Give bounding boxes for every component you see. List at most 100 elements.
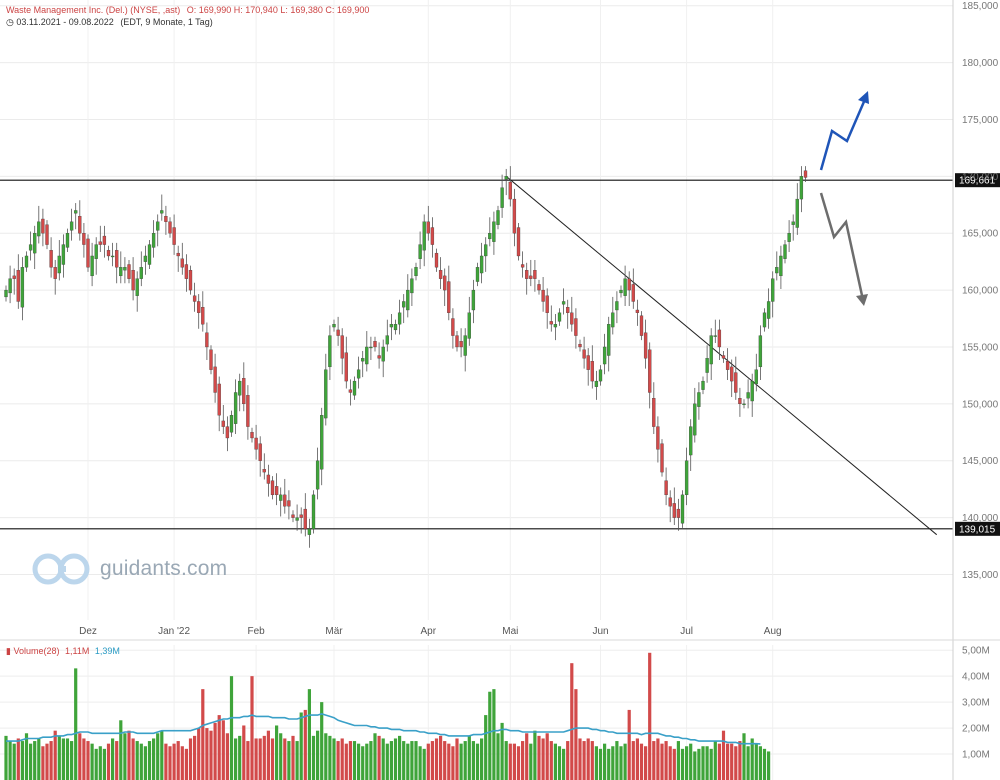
- candle-body: [139, 267, 143, 279]
- volume-bar: [475, 743, 480, 780]
- volume-bar: [94, 748, 98, 780]
- volume-bar: [418, 746, 422, 780]
- volume-bar: [713, 741, 717, 780]
- volume-bar: [447, 743, 451, 780]
- volume-bar: [754, 743, 758, 780]
- candle-body: [299, 514, 303, 518]
- volume-bar: [262, 735, 266, 780]
- volume-bar: [537, 735, 541, 780]
- volume-bar: [111, 738, 115, 780]
- candle-body: [238, 380, 242, 396]
- volume-bar: [377, 735, 381, 780]
- candle-body: [356, 369, 361, 379]
- candle-body: [381, 346, 385, 362]
- candle-body: [373, 341, 377, 348]
- candle-body: [750, 380, 754, 402]
- candle-body: [471, 289, 476, 311]
- candle-body: [115, 250, 119, 268]
- y-tick-label: 170,000: [962, 172, 999, 183]
- y-tick-label: 185,000: [962, 1, 999, 12]
- candle-body: [389, 324, 394, 328]
- volume-bar: [566, 741, 570, 780]
- volume-bar: [291, 735, 295, 780]
- candle-body: [561, 301, 566, 305]
- candle-body: [225, 426, 230, 439]
- x-tick-label: Aug: [764, 626, 782, 637]
- volume-bar: [652, 741, 656, 780]
- level-label: 139,015: [959, 524, 996, 535]
- volume-bars: [4, 652, 771, 780]
- volume-tick-label: 5,00M: [962, 646, 990, 657]
- volume-bar: [533, 730, 537, 780]
- candle-body: [582, 349, 586, 359]
- candle-body: [615, 301, 619, 311]
- candle-body: [328, 335, 332, 368]
- candle-body: [233, 392, 238, 424]
- candle-body: [250, 432, 254, 439]
- candle-body: [406, 289, 410, 311]
- volume-bar: [324, 733, 328, 780]
- bullish-arrow-path: [819, 96, 868, 171]
- guidants-logo-icon: [32, 553, 90, 585]
- candle-body: [545, 295, 549, 313]
- volume-bar: [664, 741, 668, 780]
- volume-bar: [385, 743, 389, 780]
- x-tick-label: Jul: [680, 626, 693, 637]
- volume-bar: [689, 743, 693, 780]
- volume-bar: [184, 748, 188, 780]
- candle-body: [160, 210, 164, 214]
- candle-body: [242, 378, 246, 405]
- volume-bar: [516, 746, 521, 780]
- candle-body: [656, 426, 660, 450]
- volume-bar: [721, 730, 726, 780]
- volume-bar: [697, 748, 701, 780]
- volume-bar: [627, 709, 631, 780]
- volume-bar: [156, 733, 160, 780]
- candle-body: [4, 289, 8, 298]
- candle-body: [352, 380, 357, 396]
- volume-bar: [193, 735, 197, 780]
- candle-body: [484, 244, 488, 257]
- level-label-box: [955, 521, 1000, 536]
- candle-body: [340, 335, 344, 359]
- volume-bar: [672, 748, 676, 780]
- candle-body: [37, 221, 41, 237]
- volume-bar: [709, 748, 713, 780]
- horizontal-levels: 169,661 139,015: [0, 173, 1000, 536]
- volume-bar: [299, 712, 303, 780]
- volume-bar: [287, 741, 291, 780]
- candle-body: [385, 335, 389, 345]
- candle-body: [315, 460, 320, 490]
- volume-bar: [70, 741, 74, 780]
- candle-body: [570, 312, 574, 325]
- candle-body: [266, 474, 271, 484]
- logo-text: guidants.com: [100, 557, 228, 580]
- volume-bar: [20, 741, 24, 780]
- volume-bar: [340, 738, 344, 780]
- descending-trendline: [505, 175, 938, 536]
- volume-bar: [578, 738, 582, 780]
- candle-body: [94, 244, 98, 259]
- volume-average-polyline: [6, 712, 761, 745]
- candle-body: [635, 309, 640, 313]
- candle-body: [779, 255, 783, 277]
- candle-body: [721, 355, 726, 359]
- candle-body: [426, 221, 430, 234]
- volume-bar: [61, 738, 65, 780]
- volume-bar: [717, 743, 721, 780]
- volume-bar: [328, 735, 332, 780]
- candle-body: [713, 335, 717, 337]
- volume-bar: [320, 702, 324, 780]
- volume-bar: [221, 720, 225, 780]
- volume-bar: [726, 743, 730, 780]
- candle-body: [689, 426, 693, 456]
- volume-bar: [590, 741, 594, 780]
- candle-body: [479, 255, 484, 274]
- volume-bar: [521, 741, 525, 780]
- volume-bar: [434, 738, 439, 780]
- candle-body: [553, 324, 558, 328]
- instrument-title: Waste Management Inc. (Del.) (NYSE, ,ast…: [6, 5, 181, 15]
- volume-bar: [172, 743, 176, 780]
- candle-body: [320, 415, 324, 470]
